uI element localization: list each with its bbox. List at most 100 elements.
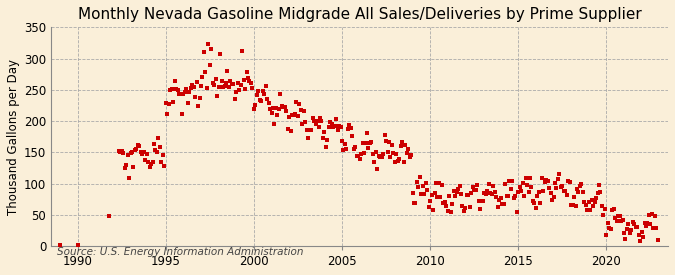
Point [367,152,378,156]
Point [448,189,459,193]
Point [290,112,300,117]
Point [634,238,645,243]
Point [247,86,258,90]
Point [169,79,180,84]
Point [162,112,173,116]
Point [437,182,448,187]
Point [328,124,339,129]
Point [417,184,428,188]
Point [131,146,142,151]
Point [279,105,290,109]
Point [188,84,199,89]
Point [340,142,350,147]
Point [582,208,593,213]
Point [346,126,356,130]
Point [457,204,468,208]
Point [122,153,133,158]
Point [639,221,650,225]
Point [221,81,232,85]
Point [601,232,612,237]
Point [518,194,529,198]
Point [294,102,305,106]
Point [234,88,244,92]
Point [535,200,545,205]
Point [504,179,515,183]
Point [648,226,659,231]
Point [512,210,522,214]
Point [419,192,430,196]
Point [598,213,609,217]
Point [187,83,198,87]
Point [388,150,399,155]
Point [104,214,115,218]
Point [383,140,394,145]
Point [261,84,271,89]
Point [551,186,562,190]
Point [371,150,381,154]
Point [357,140,368,145]
Point [630,225,641,229]
Point [529,200,540,205]
Point [250,103,261,108]
Point [372,167,383,172]
Point [326,122,337,127]
Point [618,231,629,235]
Point [236,83,246,87]
Point [192,104,203,109]
Point [119,166,130,170]
Point [298,109,309,114]
Point [356,152,367,156]
Point [458,209,469,213]
Point [447,202,458,206]
Point [516,188,526,193]
Point [599,207,610,211]
Point [196,84,207,88]
Point [222,69,233,73]
Point [184,89,194,94]
Point [273,107,284,112]
Point [408,201,419,205]
Point [406,153,416,157]
Point [166,87,177,91]
Point [560,189,570,193]
Point [425,199,435,203]
Point [588,204,599,208]
Point [542,178,553,183]
Point [232,81,243,85]
Point [115,149,126,154]
Point [207,80,218,85]
Point [491,195,502,199]
Point [172,88,183,93]
Point [156,160,167,164]
Point [604,226,615,230]
Point [150,148,161,153]
Point [291,100,302,104]
Point [412,180,423,184]
Point [275,92,286,96]
Point [212,94,223,98]
Point [489,190,500,194]
Point [426,193,437,197]
Point [473,199,484,203]
Point [492,205,503,210]
Point [403,147,414,151]
Point [271,106,281,110]
Point [292,113,303,118]
Point [607,208,618,212]
Point [329,124,340,129]
Point [152,149,163,154]
Point [242,76,253,80]
Point [524,176,535,180]
Point [407,191,418,195]
Point [335,125,346,129]
Point [202,85,213,90]
Point [398,160,409,164]
Point [216,79,227,83]
Point [312,119,323,123]
Point [495,196,506,200]
Point [161,100,171,105]
Point [620,236,631,241]
Point [528,199,539,204]
Point [178,92,189,96]
Point [376,155,387,159]
